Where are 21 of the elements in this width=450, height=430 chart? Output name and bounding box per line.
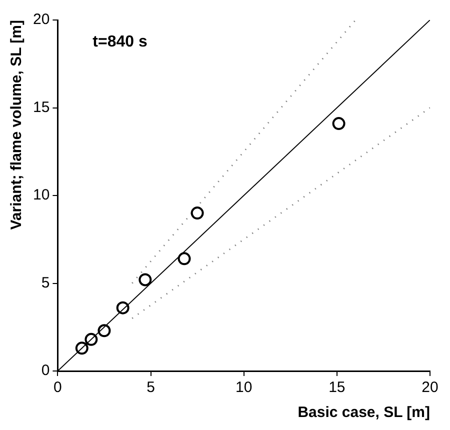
y-tick-label: 5 xyxy=(41,274,50,292)
y-tick-label: 15 xyxy=(32,98,50,116)
x-tick-label: 0 xyxy=(54,379,62,396)
x-tick-label: 10 xyxy=(236,379,252,396)
annotation: t=840 s xyxy=(92,33,148,50)
point xyxy=(75,342,88,355)
point xyxy=(98,324,111,338)
x-axis-title: Basic case, SL [m] xyxy=(298,404,430,422)
y-axis-title: Variant; flame volume, SL [m] xyxy=(8,20,26,230)
x-tick-label: 15 xyxy=(328,379,346,396)
point xyxy=(178,252,191,266)
y-tick-label: 0 xyxy=(41,362,50,380)
point xyxy=(138,273,152,286)
point xyxy=(332,117,346,130)
point xyxy=(84,332,98,346)
x-tick-label: 5 xyxy=(146,379,155,396)
point xyxy=(190,206,204,220)
y-tick-label: 20 xyxy=(32,11,50,28)
point xyxy=(116,301,130,314)
x-tick-label: 20 xyxy=(422,379,438,396)
y-tick-label: 10 xyxy=(32,186,50,204)
